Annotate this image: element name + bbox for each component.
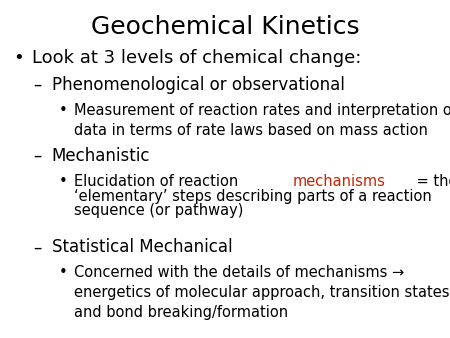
Text: •: • <box>58 174 67 189</box>
Text: Mechanistic: Mechanistic <box>52 147 150 165</box>
Text: Phenomenological or observational: Phenomenological or observational <box>52 76 345 94</box>
Text: –: – <box>34 238 42 256</box>
Text: sequence (or pathway): sequence (or pathway) <box>74 203 243 218</box>
Text: •: • <box>58 265 67 280</box>
Text: Elucidation of reaction: Elucidation of reaction <box>74 174 243 189</box>
Text: Measurement of reaction rates and interpretation of
data in terms of rate laws b: Measurement of reaction rates and interp… <box>74 103 450 138</box>
Text: –: – <box>34 76 42 94</box>
Text: Look at 3 levels of chemical change:: Look at 3 levels of chemical change: <box>32 49 361 67</box>
Text: = the: = the <box>412 174 450 189</box>
Text: Statistical Mechanical: Statistical Mechanical <box>52 238 232 256</box>
Text: Concerned with the details of mechanisms →
energetics of molecular approach, tra: Concerned with the details of mechanisms… <box>74 265 450 320</box>
Text: mechanisms: mechanisms <box>292 174 385 189</box>
Text: ‘elementary’ steps describing parts of a reaction: ‘elementary’ steps describing parts of a… <box>74 189 432 204</box>
Text: Geochemical Kinetics: Geochemical Kinetics <box>91 15 359 39</box>
Text: –: – <box>34 147 42 165</box>
Text: •: • <box>14 49 24 67</box>
Text: •: • <box>58 103 67 118</box>
